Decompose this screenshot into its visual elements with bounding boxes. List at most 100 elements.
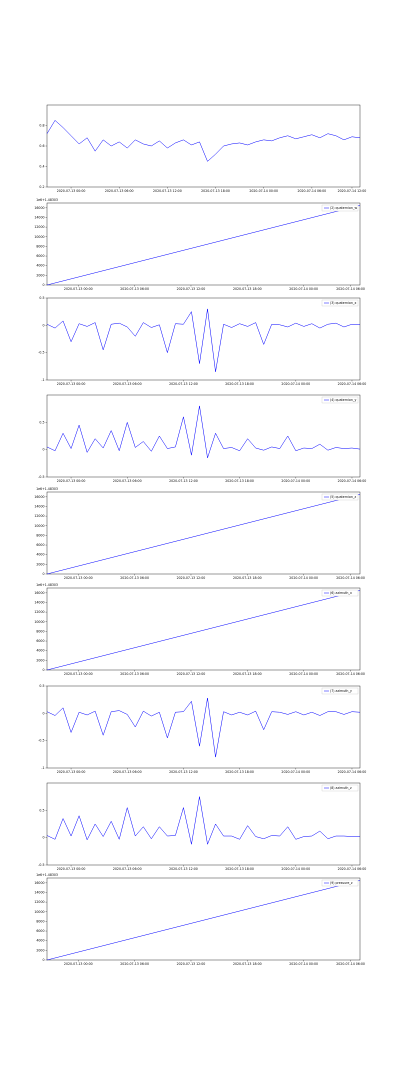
offset-label: 1e6+1.48303 <box>36 198 58 202</box>
series-line <box>46 697 361 758</box>
offset-label: 1e6+1.48303 <box>36 873 58 877</box>
y-tick-label: 14000 <box>34 215 44 219</box>
chart: 0 2000 4000 6000 8000 10000 12000 14000 16000 202… <box>34 873 365 966</box>
legend-box <box>321 204 359 212</box>
x-tick-label: 2020-07-14 06:00 <box>336 576 365 580</box>
y-tick-label: 0.2 <box>39 185 44 189</box>
x-tick-label: 2020-07-14 00:00 <box>281 770 310 774</box>
x-tick-label: 2020-07-13 12:00 <box>177 287 206 291</box>
x-tick-label: 2020-07-13 18:00 <box>225 382 254 386</box>
chart: -0.5 0 0.5 2020-07-13 00:00 2020-07-13 06:00… <box>38 782 367 871</box>
x-tick-label: 2020-07-13 06:00 <box>113 382 142 386</box>
legend-box <box>321 589 359 597</box>
y-tick-label: -1 <box>41 378 44 382</box>
x-tick-label: 2020-07-14 06:00 <box>336 672 365 676</box>
legend-label: (8) azimuth_z <box>330 786 352 790</box>
offset-label: 1e6+1.48303 <box>36 583 58 587</box>
y-tick-label: -0.5 <box>38 863 44 867</box>
y-tick-label: 0 <box>42 958 44 962</box>
x-tick-label: 2020-07-13 06:00 <box>113 770 142 774</box>
plot-frame <box>46 104 361 188</box>
y-tick-label: 14000 <box>34 600 44 604</box>
y-tick-label: 0.8 <box>39 124 44 128</box>
legend-label: (4) quaternion_y <box>330 398 356 402</box>
y-tick-label: 2000 <box>36 658 44 662</box>
x-tick-label: 2020-07-14 06:00 <box>338 867 367 871</box>
series-line <box>46 796 360 846</box>
series-line <box>46 205 361 286</box>
chart: -1 -0.5 0 0.5 2020-07-13 00:00 2020-07-13 06:… <box>38 684 366 774</box>
y-tick-label: 10000 <box>34 910 44 914</box>
x-tick-label: 2020-07-13 12:00 <box>169 867 198 871</box>
legend-box <box>321 299 359 307</box>
y-tick-label: 10000 <box>34 524 44 528</box>
series-line <box>46 308 361 372</box>
y-tick-label: 4000 <box>36 553 44 557</box>
y-tick-label: 0 <box>42 283 44 287</box>
x-tick-label: 2020-07-14 00:00 <box>281 479 310 483</box>
y-tick-label: 0.5 <box>39 808 44 812</box>
x-tick-label: 2020-07-14 06:00 <box>338 382 367 386</box>
y-tick-label: 8000 <box>36 629 44 633</box>
y-tick-label: 0.4 <box>39 165 44 169</box>
x-tick-label: 2020-07-13 00:00 <box>57 382 86 386</box>
series-line <box>46 119 361 162</box>
y-tick-label: 8000 <box>36 533 44 537</box>
chart: 0.2 0.4 0.6 0.8 2020-07-13 00:00 2020-07-13 0… <box>39 104 367 193</box>
y-tick-label: 12000 <box>34 225 44 229</box>
x-tick-label: 2020-07-13 18:00 <box>225 479 254 483</box>
y-tick-label: 0 <box>42 836 44 840</box>
y-tick-label: 12000 <box>34 514 44 518</box>
x-tick-label: 2020-07-13 12:00 <box>177 576 206 580</box>
x-tick-label: 2020-07-13 12:00 <box>169 382 198 386</box>
y-tick-label: 0 <box>42 323 44 327</box>
y-tick-label: 16000 <box>34 206 44 210</box>
y-tick-label: 0 <box>42 572 44 576</box>
plot-frame <box>46 587 361 671</box>
y-tick-label: 4000 <box>36 649 44 653</box>
series-line <box>46 880 361 961</box>
x-tick-label: 2020-07-13 06:00 <box>120 576 149 580</box>
legend-box <box>321 784 359 792</box>
y-tick-label: 16000 <box>34 881 44 885</box>
chart: 0 2000 4000 6000 8000 10000 12000 14000 16000 202… <box>34 583 365 676</box>
x-tick-label: 2020-07-13 18:00 <box>225 770 254 774</box>
y-tick-label: 0 <box>42 711 44 715</box>
y-tick-label: 12000 <box>34 610 44 614</box>
x-tick-label: 2020-07-13 18:00 <box>201 189 230 193</box>
x-tick-label: 2020-07-13 12:00 <box>153 189 182 193</box>
x-tick-label: 2020-07-13 06:00 <box>120 672 149 676</box>
plot-frame <box>46 491 361 575</box>
x-tick-label: 2020-07-14 00:00 <box>289 576 318 580</box>
x-tick-label: 2020-07-13 12:00 <box>169 770 198 774</box>
y-tick-label: 0.5 <box>39 420 44 424</box>
x-tick-label: 2020-07-13 00:00 <box>64 287 93 291</box>
y-tick-label: -1 <box>41 766 44 770</box>
x-tick-label: 2020-07-13 00:00 <box>64 672 93 676</box>
x-tick-label: 2020-07-13 00:00 <box>57 770 86 774</box>
series-line <box>46 494 361 575</box>
x-tick-label: 2020-07-14 12:00 <box>338 189 367 193</box>
legend-box <box>321 687 359 695</box>
x-tick-label: 2020-07-14 06:00 <box>297 189 326 193</box>
chart: 0 2000 4000 6000 8000 10000 12000 14000 16000 202… <box>34 198 365 291</box>
plot-frame <box>46 394 361 478</box>
x-tick-label: 2020-07-14 06:00 <box>338 770 367 774</box>
legend-label: (5) quaternion_z <box>330 495 356 499</box>
y-tick-label: 14000 <box>34 890 44 894</box>
y-tick-label: 14000 <box>34 504 44 508</box>
x-tick-label: 2020-07-13 00:00 <box>57 189 86 193</box>
x-tick-label: 2020-07-13 18:00 <box>233 672 262 676</box>
x-tick-label: 2020-07-13 00:00 <box>57 867 86 871</box>
y-tick-label: 8000 <box>36 919 44 923</box>
y-tick-label: 0.6 <box>39 144 44 148</box>
y-tick-label: 6000 <box>36 639 44 643</box>
legend-label: (6) azimuth_x <box>330 591 352 595</box>
x-tick-label: 2020-07-13 18:00 <box>225 867 254 871</box>
plot-frame <box>46 877 361 961</box>
x-tick-label: 2020-07-13 06:00 <box>105 189 134 193</box>
y-tick-label: 16000 <box>34 591 44 595</box>
series-line <box>46 405 361 458</box>
y-tick-label: 2000 <box>36 273 44 277</box>
